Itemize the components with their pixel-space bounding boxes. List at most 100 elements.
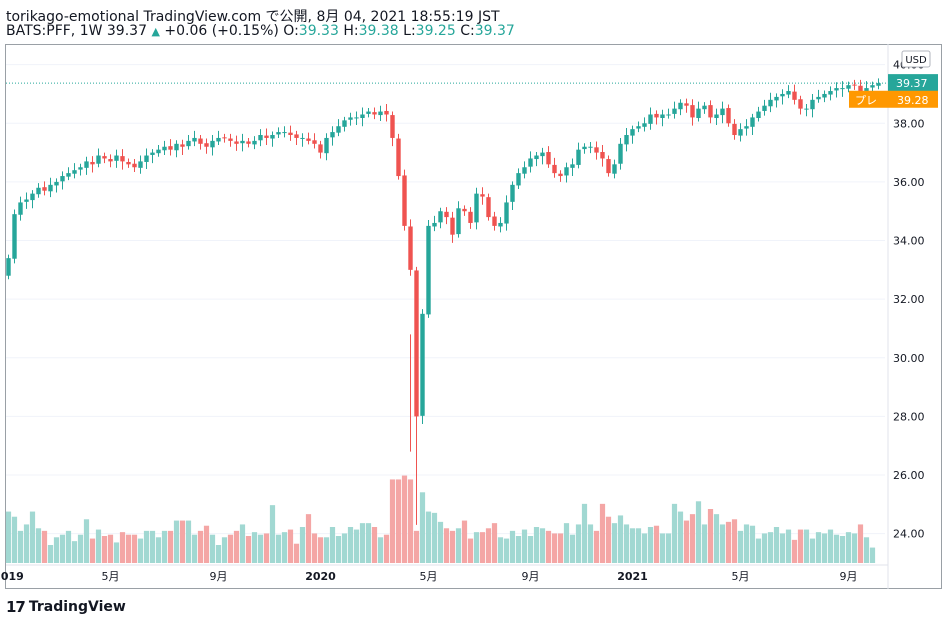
volume-bar (713, 514, 720, 563)
volume-bar (773, 527, 780, 563)
candle-body (852, 84, 857, 86)
volume-bar (425, 511, 432, 563)
volume-bar (407, 479, 414, 563)
tradingview-logo[interactable]: 17 TradingView (6, 598, 126, 616)
y-tick-label: 30.00 (893, 352, 925, 365)
candle-body (78, 167, 83, 170)
candle-body (180, 144, 185, 147)
candle-body (312, 140, 317, 144)
symbol-info: BATS:PFF, 1W 39.37 (6, 23, 147, 39)
candle-body (582, 146, 587, 150)
candle-body (534, 155, 539, 160)
candle-body (270, 135, 275, 139)
candle-body (222, 137, 227, 139)
candle-body (276, 132, 281, 135)
candle-body (480, 194, 485, 197)
candle-body (132, 163, 137, 168)
volume-bar (827, 529, 834, 563)
volume-bar (11, 516, 18, 563)
volume-bar (563, 523, 570, 563)
volume-bar (83, 519, 90, 563)
candle-body (654, 113, 659, 118)
close-value: 39.37 (474, 23, 515, 39)
volume-bar (89, 538, 96, 563)
volume-bar (119, 532, 126, 563)
volume-bar (245, 536, 252, 563)
volume-bar (239, 524, 246, 563)
volume-bar (353, 529, 360, 563)
volume-bar (251, 532, 258, 563)
volume-bar (761, 533, 768, 563)
last-price-value: 39.37 (896, 77, 928, 90)
volume-bar (833, 534, 840, 563)
candle-body (150, 152, 155, 155)
candle-body (858, 85, 863, 92)
volume-bar (269, 505, 276, 563)
price-overlay: 39.372d 11hプレ39.28 (6, 74, 938, 108)
candle-body (528, 158, 533, 167)
volume-bar (605, 516, 612, 563)
candle-body (696, 108, 701, 119)
candle-body (636, 126, 641, 129)
candle-body (774, 96, 779, 101)
volume-bar (617, 515, 624, 563)
y-tick-label: 26.00 (893, 469, 925, 482)
chart-frame[interactable] (5, 44, 942, 589)
volume-bar (575, 524, 582, 563)
candle-body (552, 164, 557, 174)
candle-body (234, 141, 239, 144)
currency-badge: USD (901, 50, 931, 68)
candle-body (444, 211, 449, 218)
volume-bar (629, 528, 636, 563)
candle-body (120, 156, 125, 162)
volume-bar (377, 537, 384, 563)
candle-body (450, 217, 455, 235)
candle-body (240, 140, 245, 144)
candle-body (564, 167, 569, 176)
candle-body (612, 164, 617, 174)
volume-bar (821, 533, 828, 563)
candle-body (678, 102, 683, 110)
candle-body (540, 152, 545, 157)
candle-body (162, 146, 167, 151)
x-tick-label: 5月 (102, 570, 120, 583)
volume-bar (815, 532, 822, 563)
publication-info: torikago-emotional TradingView.com で公開, … (6, 9, 500, 25)
candle-body (876, 83, 881, 86)
volume-bar (719, 524, 726, 563)
volume-bar (533, 527, 540, 563)
low-value: 39.25 (415, 23, 456, 39)
candle-body (174, 143, 179, 151)
volume-bar (281, 532, 288, 563)
candle-body (378, 111, 383, 116)
candle-body (510, 184, 515, 202)
volume-bar (449, 530, 456, 563)
candle-body (426, 225, 431, 315)
volume-bar (695, 501, 702, 563)
volume-bar (185, 520, 192, 563)
candle-body (744, 126, 749, 129)
x-tick-label: 2021 (617, 570, 648, 583)
candle-body (786, 91, 791, 95)
volume-bar (569, 534, 576, 563)
volume-bar (707, 509, 714, 563)
candle-body (156, 149, 161, 154)
volume-bar (95, 529, 102, 563)
candle-body (456, 208, 461, 235)
volume-bar (149, 530, 156, 563)
volume-bar (23, 524, 30, 563)
volume-bar (77, 534, 84, 563)
volume-bar (179, 520, 186, 563)
volume-bar (479, 532, 486, 563)
price-axis: 40.0038.0036.0034.0032.0030.0028.0026.00… (893, 50, 931, 541)
time-axis: 2019 5月 9月 2020 5月 9月 2021 5月 9月 (0, 570, 858, 583)
candle-body (816, 96, 821, 100)
candle-body (84, 161, 89, 168)
candle-body (474, 193, 479, 223)
volume-bar (725, 521, 732, 563)
candle-body (210, 140, 215, 148)
candle-body (246, 141, 251, 144)
volume-bar (581, 503, 588, 563)
candle-body (366, 111, 371, 114)
